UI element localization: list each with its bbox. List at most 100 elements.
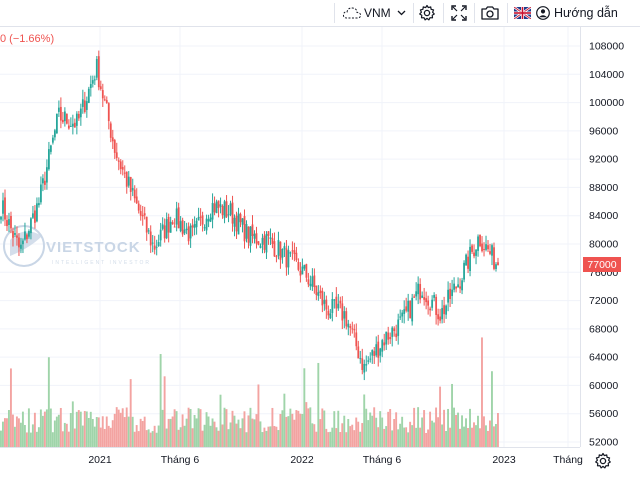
candle-body — [425, 298, 428, 303]
chart-canvas[interactable]: VIETSTOCK INTELLIGENT INVESTOR 108000 104… — [0, 27, 640, 484]
volume-bar — [41, 415, 44, 447]
volume-bar — [209, 425, 212, 447]
candle-body — [333, 299, 336, 301]
candle-body — [265, 233, 268, 253]
snapshot-button[interactable] — [479, 0, 501, 26]
volume-bar — [439, 386, 442, 447]
volume-bar — [69, 413, 72, 447]
volume-bar — [291, 413, 294, 447]
candle-body — [397, 319, 400, 336]
volume-bar — [405, 427, 408, 447]
symbol-search-button[interactable]: VNM — [338, 0, 412, 26]
candle-body — [465, 254, 467, 266]
candle-body — [22, 240, 24, 245]
candle-body — [349, 326, 352, 328]
volume-bar — [3, 418, 6, 447]
volume-bar — [27, 408, 30, 447]
candle-body — [321, 290, 324, 306]
volume-bar — [221, 424, 224, 447]
candle-body — [177, 207, 180, 229]
candle-body — [209, 217, 212, 222]
volume-bar — [199, 409, 202, 447]
candle-body — [251, 224, 254, 237]
candle-body — [69, 125, 72, 127]
volume-bar — [177, 429, 180, 447]
volume-bar — [359, 431, 362, 447]
volume-bar — [109, 427, 112, 447]
candle-body — [55, 113, 58, 134]
volume-bar — [275, 426, 278, 447]
volume-bar — [227, 429, 230, 447]
volume-bar — [357, 421, 360, 447]
candle-body — [253, 233, 256, 239]
toolbar-separator — [443, 3, 444, 23]
candle-body — [453, 283, 455, 290]
candle-body — [389, 337, 392, 340]
candle-body — [135, 196, 138, 204]
candle-body — [259, 245, 262, 248]
candle-body — [363, 363, 366, 373]
time-axis[interactable]: 2021 Tháng 6 2022 Tháng 6 2023 Tháng — [88, 454, 583, 466]
fullscreen-button[interactable] — [448, 0, 470, 26]
volume-bar — [147, 429, 150, 447]
candle-body — [391, 327, 394, 337]
candle-body — [359, 358, 362, 360]
help-button[interactable]: Hướng dẫn — [536, 0, 640, 26]
candle-body — [173, 226, 176, 228]
price-chart[interactable]: VIETSTOCK INTELLIGENT INVESTOR 108000 104… — [0, 27, 640, 484]
volume-bar — [17, 418, 20, 447]
candle-body — [163, 225, 166, 239]
time-tick-label: Tháng — [553, 454, 583, 466]
time-tick-label: 2023 — [492, 454, 516, 466]
volume-bar — [491, 371, 493, 447]
price-axis[interactable]: 108000 104000 100000 96000 92000 88000 84000 80… — [589, 41, 624, 449]
candle-body — [429, 308, 432, 311]
price-tick-label: 68000 — [589, 323, 618, 335]
candle-body — [175, 208, 178, 225]
candle-body — [405, 306, 408, 311]
price-tick-label: 52000 — [589, 437, 618, 449]
volume-bar — [367, 420, 370, 447]
volume-bar — [365, 408, 368, 447]
volume-bar — [105, 416, 108, 447]
volume-bar — [293, 419, 296, 447]
volume-bar — [299, 413, 302, 447]
volume-bar — [99, 427, 102, 447]
volume-bar — [185, 418, 188, 447]
candle-body — [443, 305, 446, 315]
candle-body — [83, 100, 86, 112]
volume-bar — [447, 408, 450, 447]
candle-body — [111, 137, 114, 142]
volume-bar — [25, 432, 28, 447]
chart-settings-button[interactable] — [594, 452, 612, 470]
candle-body — [435, 296, 438, 315]
candle-body — [161, 224, 164, 229]
volume-bar — [445, 431, 448, 447]
candle-body — [375, 344, 378, 356]
volume-bar — [471, 427, 473, 447]
volume-bar — [115, 407, 118, 447]
candle-body — [487, 245, 489, 250]
candle-body — [121, 166, 124, 170]
volume-bar — [317, 362, 320, 447]
candle-body — [445, 305, 448, 315]
volume-bar — [311, 423, 314, 447]
volume-bar — [281, 410, 284, 447]
candle-body — [153, 245, 156, 250]
candle-body — [231, 202, 234, 224]
candle-body — [417, 283, 420, 295]
volume-bar — [29, 432, 32, 447]
candle-body — [53, 130, 56, 138]
candle-body — [447, 289, 450, 303]
price-tick-label: 84000 — [589, 210, 618, 222]
volume-bar — [165, 428, 168, 447]
volume-bar — [37, 427, 40, 447]
language-button[interactable] — [514, 0, 534, 26]
candle-body — [215, 201, 218, 214]
volume-bar — [297, 410, 300, 447]
volume-bar — [1, 421, 4, 447]
volume-bar — [89, 411, 92, 447]
candle-body — [263, 235, 266, 250]
settings-button[interactable] — [416, 0, 438, 26]
volume-bar — [81, 425, 84, 447]
